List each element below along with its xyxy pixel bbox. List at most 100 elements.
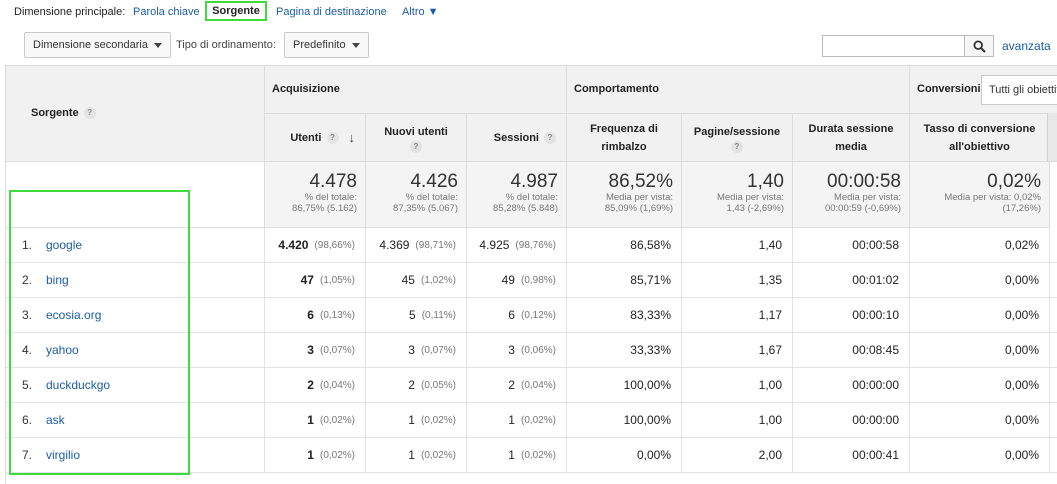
users-percentage: (0,02%): [319, 449, 355, 461]
column-header-users[interactable]: Utenti? ↓: [265, 114, 366, 162]
chevron-down-icon: [153, 42, 162, 48]
source-cell: 5. duckduckgo: [6, 368, 265, 402]
sessions-cell: 2 (0,04%): [467, 368, 567, 402]
dimension-header[interactable]: Sorgente?: [31, 107, 96, 120]
sessions-percentage: (0,02%): [520, 414, 556, 426]
source-cell: 1. google: [6, 228, 265, 262]
pages-session-header-label: Pagine/sessione: [693, 125, 781, 138]
users-cell: 47 (1,05%): [265, 263, 366, 297]
pages-value: 2,00: [758, 448, 782, 462]
source-link[interactable]: ask: [46, 413, 65, 427]
dimension-option-keyword[interactable]: Parola chiave: [133, 6, 200, 18]
total-conversion-rate: 0,02% Media per vista: 0,02% (17,26%): [910, 162, 1050, 228]
column-header-avg-duration[interactable]: Durata sessione media: [793, 114, 910, 162]
search-button[interactable]: [965, 35, 994, 57]
sessions-value: 1: [508, 413, 515, 427]
table-search-input[interactable]: [822, 35, 965, 57]
pages-value: 1,40: [758, 238, 782, 252]
total-conversion-rate-value: 0,02%: [987, 171, 1041, 192]
duration-value: 00:00:00: [852, 413, 899, 427]
column-header-bounce-rate[interactable]: Frequenza di rimbalzo: [567, 114, 682, 162]
sessions-percentage: (0,12%): [520, 309, 556, 321]
dimension-option-more-label: Altro: [402, 6, 425, 18]
row-number: 6.: [22, 413, 33, 427]
secondary-dimension-dropdown[interactable]: Dimensione secondaria: [24, 32, 171, 58]
help-icon: ?: [326, 131, 339, 144]
sort-type-dropdown[interactable]: Predefinito: [284, 32, 369, 58]
pages-value: 1,67: [758, 343, 782, 357]
group-header-behavior: Comportamento: [567, 66, 910, 114]
pages-cell: 1,35: [682, 263, 793, 297]
pages-value: 1,00: [758, 413, 782, 427]
source-link[interactable]: ecosia.org: [46, 308, 102, 322]
sessions-value: 2: [508, 378, 515, 392]
source-link[interactable]: duckduckgo: [46, 378, 111, 392]
table-row: 7. virgilio 1 (0,02%) 1 (0,02%) 1 (0,02%) 0,00% 2…: [6, 438, 1057, 473]
column-header-pages-session[interactable]: Pagine/sessione?: [682, 114, 793, 162]
conv-cell: 0,02%: [910, 228, 1050, 262]
sessions-cell: 4.925 (98,76%): [467, 228, 567, 262]
source-cell: 6. ask: [6, 403, 265, 437]
dimension-option-more[interactable]: Altro ▼: [402, 6, 439, 18]
table-row: 1. google 4.420 (98,66%) 4.369 (98,71%) 4.925 (…: [6, 228, 1057, 263]
advanced-filter-link[interactable]: avanzata: [1002, 39, 1051, 53]
dimension-option-landing-page[interactable]: Pagina di destinazione: [276, 6, 387, 18]
sessions-percentage: (0,98%): [520, 274, 556, 286]
table-row: 4. yahoo 3 (0,07%) 3 (0,07%) 3 (0,06%) 33,33% 1,6…: [6, 333, 1057, 368]
new-users-value: 1: [408, 448, 415, 462]
dimension-option-source[interactable]: Sorgente: [205, 1, 267, 21]
sessions-value: 6: [508, 308, 515, 322]
acquisition-label: Acquisizione: [272, 83, 340, 95]
new-users-cell: 3 (0,07%): [366, 333, 467, 367]
pages-value: 1,35: [758, 273, 782, 287]
conv-value: 0,00%: [1004, 378, 1039, 392]
new-users-value: 3: [408, 343, 415, 357]
source-link[interactable]: bing: [46, 273, 69, 287]
conv-cell: 0,00%: [910, 403, 1050, 437]
source-link[interactable]: google: [46, 238, 83, 252]
bounce-value: 100,00%: [623, 413, 671, 427]
row-number: 3.: [22, 308, 33, 322]
bounce-rate-header-label: Frequenza di rimbalzo: [590, 122, 658, 153]
new-users-percentage: (0,02%): [420, 414, 456, 426]
new-users-header-label: Nuovi utenti: [384, 125, 448, 138]
column-header-conversion-rate[interactable]: Tasso di conversione all'obiettivo: [910, 114, 1050, 162]
goal-selector-dropdown[interactable]: Tutti gli obiettivi: [981, 75, 1057, 105]
total-avg-duration-detail: 00:00:59 (-0,69%): [824, 203, 901, 214]
new-users-cell: 1 (0,02%): [366, 403, 467, 437]
total-conversion-rate-detail: (17,26%): [1002, 203, 1041, 214]
source-cell: 2. bing: [6, 263, 265, 297]
primary-dimension-bar: Dimensione principale: Parola chiave Sor…: [0, 0, 1057, 26]
sessions-value: 1: [508, 448, 515, 462]
total-sessions: 4.987 % del totale: 85,28% (5.848): [467, 162, 567, 228]
bounce-cell: 100,00%: [567, 368, 682, 402]
chevron-down-icon: [351, 42, 360, 48]
users-value: 1: [307, 413, 314, 427]
total-bounce-rate-caption: Media per vista:: [605, 192, 673, 203]
users-percentage: (0,13%): [319, 309, 355, 321]
users-value: 6: [307, 308, 314, 322]
sessions-cell: 1 (0,02%): [467, 403, 567, 437]
column-header-sessions[interactable]: Sessioni?: [467, 114, 567, 162]
help-icon: ?: [731, 140, 743, 153]
sort-type-value: Predefinito: [293, 39, 346, 51]
column-header-new-users[interactable]: Nuovi utenti?: [366, 114, 467, 162]
sessions-percentage: (98,76%): [515, 239, 556, 251]
sessions-header-label: Sessioni: [493, 131, 539, 144]
total-sessions-value: 4.987: [510, 171, 558, 192]
users-percentage: (0,02%): [319, 414, 355, 426]
table-toolbar: Dimensione secondaria Tipo di ordinament…: [0, 30, 1057, 60]
bounce-cell: 0,00%: [567, 438, 682, 472]
conversions-label: Conversioni: [917, 83, 981, 95]
table-row: 6. ask 1 (0,02%) 1 (0,02%) 1 (0,02%) 100,00% 1,00…: [6, 403, 1057, 438]
new-users-percentage: (1,02%): [420, 274, 456, 286]
horizontal-scroll-handle[interactable]: [1047, 113, 1057, 161]
total-sessions-detail: 85,28% (5.848): [493, 203, 558, 214]
source-link[interactable]: virgilio: [46, 448, 81, 462]
total-new-users: 4.426 % del totale: 87,35% (5.067): [366, 162, 467, 228]
new-users-percentage: (0,07%): [420, 344, 456, 356]
secondary-dimension-label: Dimensione secondaria: [33, 39, 148, 51]
source-link[interactable]: yahoo: [46, 343, 79, 357]
conv-cell: 0,00%: [910, 438, 1050, 472]
sessions-cell: 49 (0,98%): [467, 263, 567, 297]
